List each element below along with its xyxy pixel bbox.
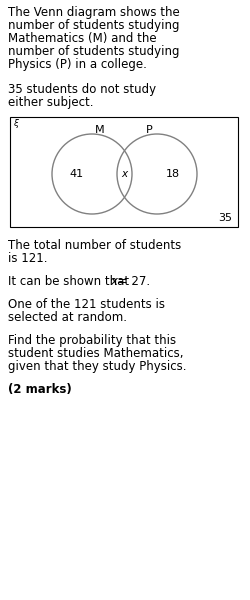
Text: either subject.: either subject. — [8, 96, 93, 109]
Text: given that they study Physics.: given that they study Physics. — [8, 360, 186, 373]
Bar — [10, 117, 238, 227]
Text: 41: 41 — [69, 169, 83, 179]
Text: Find the probability that this: Find the probability that this — [8, 334, 176, 347]
Text: M: M — [95, 125, 105, 135]
Text: number of students studying: number of students studying — [8, 19, 180, 32]
Text: is 121.: is 121. — [8, 252, 48, 265]
Text: (2 marks): (2 marks) — [8, 383, 72, 396]
Text: The total number of students: The total number of students — [8, 239, 181, 252]
Text: P: P — [146, 125, 152, 135]
Text: It can be shown that: It can be shown that — [8, 275, 133, 288]
Text: One of the 121 students is: One of the 121 students is — [8, 298, 165, 311]
Text: Mathematics (M) and the: Mathematics (M) and the — [8, 32, 156, 45]
Text: = 27.: = 27. — [114, 275, 150, 288]
Text: number of students studying: number of students studying — [8, 45, 180, 58]
Text: ξ: ξ — [13, 119, 18, 128]
Text: student studies Mathematics,: student studies Mathematics, — [8, 347, 184, 360]
Text: x: x — [110, 275, 117, 288]
Text: Physics (P) in a college.: Physics (P) in a college. — [8, 58, 147, 71]
Text: selected at random.: selected at random. — [8, 311, 127, 324]
Text: 35: 35 — [218, 213, 232, 223]
Text: x: x — [122, 169, 128, 179]
Text: The Venn diagram shows the: The Venn diagram shows the — [8, 6, 180, 19]
Text: 35 students do not study: 35 students do not study — [8, 83, 156, 96]
Text: 18: 18 — [166, 169, 180, 179]
